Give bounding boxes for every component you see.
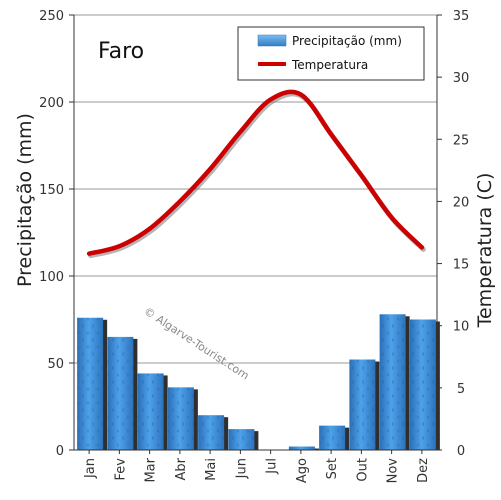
y-axis-left-title: Precipitação (mm) bbox=[14, 113, 36, 287]
temperature-line bbox=[86, 89, 425, 256]
x-axis-tick-label: Mar bbox=[144, 457, 159, 482]
bar-layer bbox=[77, 314, 440, 450]
x-axis-tick-label: Nov bbox=[386, 458, 401, 484]
bar-texture bbox=[409, 319, 436, 450]
axis-layer: 0 50 100 150 200 250 0 5 10 15 20 25 30 35 Jan Fev Mar Ab… bbox=[39, 9, 469, 483]
bar-texture bbox=[379, 314, 406, 450]
y-axis-left-tick-label: 100 bbox=[39, 270, 64, 285]
y-axis-right-title: Temperatura (C) bbox=[474, 173, 496, 329]
bar-texture bbox=[228, 429, 255, 450]
bar-texture bbox=[349, 359, 376, 450]
x-axis-tick-label: Abr bbox=[174, 457, 189, 480]
legend-precipitation-label: Precipitação (mm) bbox=[292, 34, 402, 48]
y-axis-right-tick-label: 15 bbox=[453, 258, 470, 273]
legend: Precipitação (mm) Temperatura bbox=[237, 26, 425, 81]
y-axis-right-tick-label: 35 bbox=[453, 9, 470, 24]
x-axis-tick-label: Jun bbox=[234, 458, 249, 479]
chart-title: Faro bbox=[98, 39, 144, 64]
x-axis-tick-label: Fev bbox=[113, 458, 128, 481]
y-axis-right-tick-label: 20 bbox=[453, 195, 470, 210]
y-axis-right-tick-label: 25 bbox=[453, 133, 470, 148]
bar-texture bbox=[107, 336, 134, 450]
legend-precipitation-swatch bbox=[257, 34, 287, 47]
x-axis-tick-label: Jan bbox=[83, 458, 98, 479]
y-axis-left-tick-label: 200 bbox=[39, 96, 64, 111]
y-axis-right-tick-label: 30 bbox=[453, 71, 470, 86]
x-axis-tick-label: Jul bbox=[265, 458, 280, 475]
bar-texture bbox=[77, 317, 104, 450]
bar-texture bbox=[167, 387, 194, 450]
y-axis-right-tick-label: 0 bbox=[457, 444, 465, 459]
x-axis-tick-label: Mai bbox=[204, 458, 219, 481]
bar-texture bbox=[137, 373, 164, 450]
y-axis-left-tick-label: 0 bbox=[56, 444, 64, 459]
y-axis-right-tick-label: 5 bbox=[457, 382, 465, 397]
bar-texture bbox=[198, 415, 225, 450]
bar-texture bbox=[319, 425, 346, 450]
legend-temperature-label: Temperatura bbox=[291, 58, 368, 72]
y-axis-left-tick-label: 50 bbox=[47, 357, 64, 372]
bar-texture bbox=[288, 446, 315, 450]
y-axis-left-tick-label: 150 bbox=[39, 183, 64, 198]
y-axis-left-tick-label: 250 bbox=[39, 9, 64, 24]
line-layer bbox=[86, 89, 426, 259]
x-axis-tick-label: Out bbox=[355, 458, 370, 482]
y-axis-right-tick-label: 10 bbox=[453, 320, 470, 335]
x-axis-tick-label: Dez bbox=[416, 458, 431, 483]
x-axis-tick-label: Set bbox=[325, 458, 340, 479]
x-axis-tick-label: Ago bbox=[295, 458, 310, 483]
